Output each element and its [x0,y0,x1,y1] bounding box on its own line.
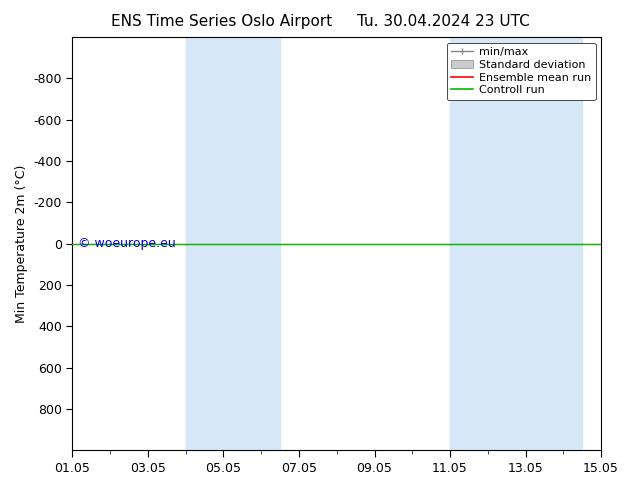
Text: © woeurope.eu: © woeurope.eu [78,237,176,250]
Legend: min/max, Standard deviation, Ensemble mean run, Controll run: min/max, Standard deviation, Ensemble me… [446,43,595,100]
Bar [186,37,280,450]
Text: ENS Time Series Oslo Airport: ENS Time Series Oslo Airport [112,14,332,29]
Text: Tu. 30.04.2024 23 UTC: Tu. 30.04.2024 23 UTC [358,14,530,29]
Bar [450,37,582,450]
Y-axis label: Min Temperature 2m (°C): Min Temperature 2m (°C) [15,165,28,323]
